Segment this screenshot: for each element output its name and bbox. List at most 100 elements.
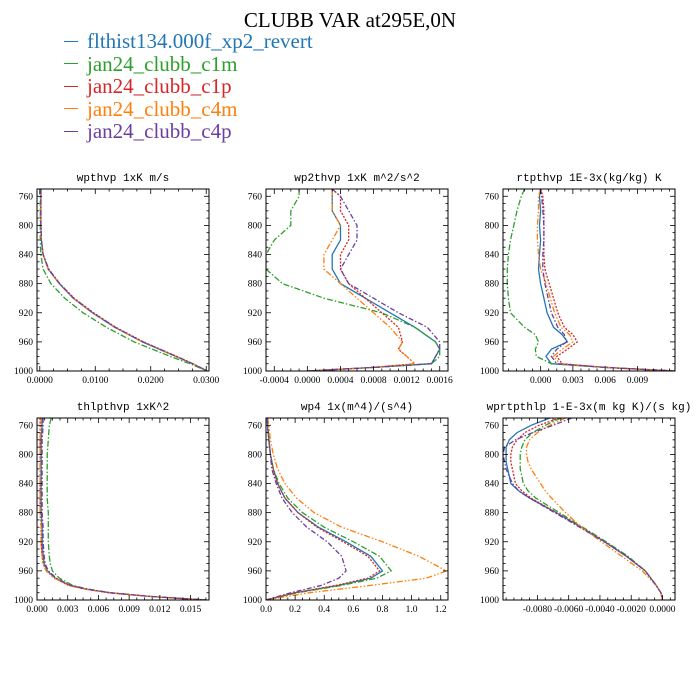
series-group: [266, 418, 448, 600]
y-tick-label: 880: [248, 509, 263, 519]
legend-swatch: [64, 130, 78, 132]
series-line: [503, 418, 664, 600]
legend: flthist134.000f_xp2_revert jan24_clubb_c…: [64, 30, 313, 143]
x-tick-label: 0.4: [318, 605, 330, 615]
x-tick-label: 0.000: [530, 376, 552, 386]
series-group: [39, 418, 206, 600]
plot-frame: [265, 417, 449, 601]
series-line: [40, 418, 206, 600]
x-tick-label: 0.0100: [82, 376, 108, 386]
x-tick-label: 0.6: [347, 605, 359, 615]
y-tick-label: 920: [19, 538, 34, 548]
chart-panel: wp4 1x(m^4)/(s^4)76080084088092096010000…: [243, 402, 449, 615]
y-tick-label: 840: [248, 251, 263, 261]
legend-item: jan24_clubb_c4m: [64, 96, 313, 121]
panel-title: wpthvp 1xK m/s: [77, 173, 169, 185]
series-line: [510, 418, 664, 600]
chart-panel: rtpthvp 1E-3x(kg/kg) K 760 800 840 880 920 960…: [480, 173, 676, 386]
y-tick-label: 960: [19, 338, 34, 348]
legend-swatch: [64, 108, 78, 110]
y-tick-label: 840: [19, 251, 34, 261]
y-tick-label: 880: [19, 509, 34, 519]
y-tick-label: 920: [485, 309, 500, 319]
chart-panel: wprtpthlp 1-E-3x(m kg K)/(s kg) 760 800 840…: [480, 402, 691, 615]
series-line: [307, 189, 417, 371]
series-line: [539, 189, 675, 371]
series-line: [40, 189, 208, 371]
x-tick-label: -0.0004: [260, 376, 290, 386]
series-line: [525, 418, 664, 600]
x-tick-label: 0.006: [88, 605, 110, 615]
y-tick-label: 920: [248, 309, 263, 319]
page-title: CLUBB VAR at295E,0N: [243, 8, 457, 32]
y-tick-label: 760: [485, 421, 500, 431]
series-line: [266, 418, 393, 600]
legend-label: jan24_clubb_c1p: [87, 74, 232, 98]
legend-swatch: [64, 63, 78, 65]
legend-swatch: [64, 85, 78, 87]
legend-label: jan24_clubb_c4m: [87, 96, 238, 121]
series-group: [503, 418, 664, 600]
y-tick-label: 960: [248, 567, 263, 577]
chart-panel: wpthvp 1xK m/s 760 800 840 880 920 960 10000.00…: [14, 173, 220, 386]
plot-frame: [502, 188, 676, 372]
x-tick-label: 0.009: [627, 376, 649, 386]
x-tick-label: 0.006: [594, 376, 616, 386]
y-tick-label: 800: [19, 221, 34, 231]
x-tick-label: 0.0004: [327, 376, 353, 386]
plot-frame: [502, 417, 676, 601]
x-tick-label: 0.012: [149, 605, 171, 615]
legend-label: jan24_clubb_c1m: [87, 51, 238, 76]
series-group: [506, 189, 675, 371]
y-tick-label: 920: [19, 309, 34, 319]
plot-frame: [265, 188, 449, 372]
y-tick-label: 840: [248, 480, 263, 490]
series-line: [266, 418, 381, 600]
x-tick-label: -0.0020: [617, 605, 647, 615]
y-tick-label: 1000: [480, 367, 499, 377]
y-tick-label: 880: [485, 280, 500, 290]
series-line: [505, 418, 664, 600]
series-line: [506, 189, 675, 371]
y-tick-label: 1000: [243, 596, 262, 606]
legend-label: jan24_clubb_c4p: [87, 119, 232, 143]
series-line: [307, 189, 441, 371]
series-line: [307, 189, 441, 371]
series-group: [266, 189, 441, 371]
legend-item: jan24_clubb_c1m: [64, 51, 313, 76]
y-tick-label: 1000: [480, 596, 499, 606]
series-line: [39, 418, 206, 600]
y-tick-label: 760: [248, 421, 263, 431]
panel-title: rtpthvp 1E-3x(kg/kg) K: [516, 173, 662, 185]
series-line: [266, 418, 347, 600]
x-tick-label: 0.0012: [394, 376, 420, 386]
x-tick-label: 0.0: [260, 605, 272, 615]
x-tick-label: 1.0: [406, 605, 418, 615]
x-tick-label: 0.003: [57, 605, 79, 615]
y-tick-label: 840: [19, 480, 34, 490]
y-tick-label: 920: [248, 538, 263, 548]
series-line: [40, 189, 208, 371]
legend-item: flthist134.000f_xp2_revert: [64, 30, 313, 53]
panel-title: thlpthvp 1xK^2: [77, 402, 169, 414]
y-tick-label: 800: [19, 450, 34, 460]
legend-item: jan24_clubb_c4p: [64, 120, 313, 143]
x-tick-label: 0.0300: [193, 376, 219, 386]
series-line: [40, 189, 208, 371]
y-tick-label: 1000: [14, 596, 33, 606]
x-tick-label: 0.0016: [427, 376, 453, 386]
series-line: [39, 418, 206, 600]
y-tick-label: 920: [485, 538, 500, 548]
y-tick-label: 760: [19, 421, 34, 431]
x-tick-label: -0.0040: [585, 605, 615, 615]
y-tick-label: 800: [248, 450, 263, 460]
y-tick-label: 1000: [243, 367, 262, 377]
series-line: [519, 418, 664, 600]
y-tick-label: 800: [248, 221, 263, 231]
x-tick-label: 0.015: [180, 605, 202, 615]
y-tick-label: 840: [485, 251, 500, 261]
legend-item: jan24_clubb_c1p: [64, 75, 313, 98]
y-tick-label: 880: [248, 280, 263, 290]
series-line: [266, 418, 448, 600]
